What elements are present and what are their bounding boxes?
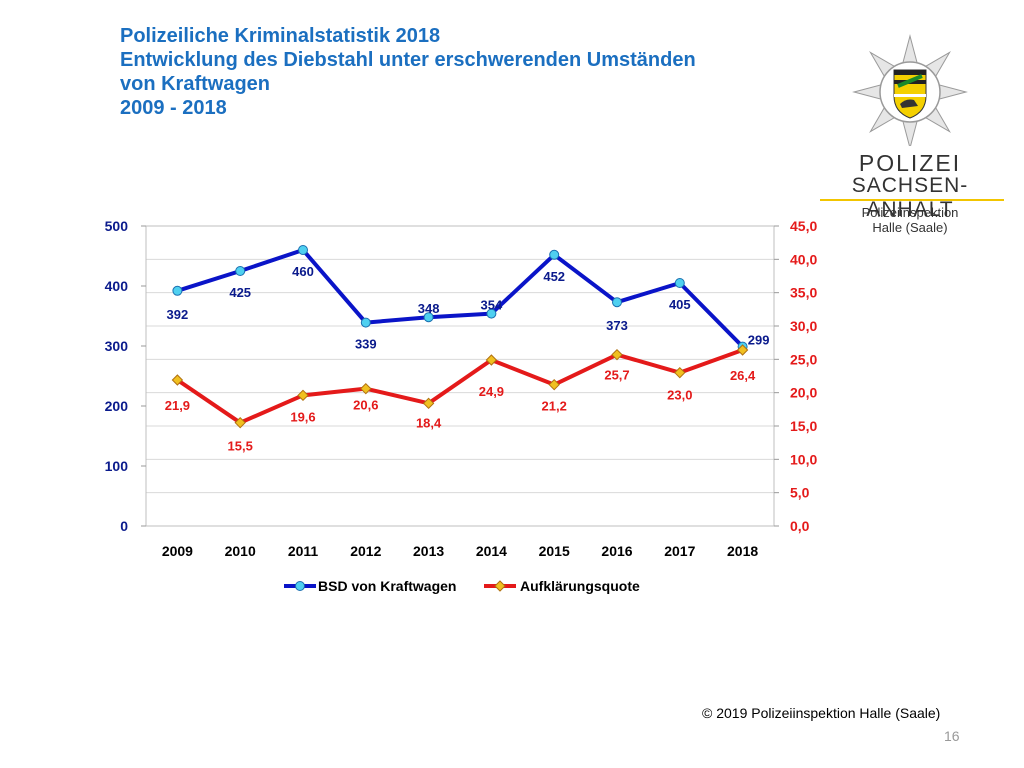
police-star-icon xyxy=(852,34,968,150)
title-line-4: 2009 - 2018 xyxy=(120,97,227,119)
data-label-quote: 25,7 xyxy=(604,368,629,383)
y-right-tick-label: 15,0 xyxy=(790,418,817,434)
y-left-tick-label: 400 xyxy=(105,278,129,294)
data-label-bsd: 354 xyxy=(481,298,503,313)
data-label-quote: 21,9 xyxy=(165,398,190,413)
logo-inspektion-line-2: Halle (Saale) xyxy=(872,220,948,235)
data-point-bsd xyxy=(549,249,560,260)
data-label-quote: 26,4 xyxy=(730,368,756,383)
copyright-note: © 2019 Polizeiinspektion Halle (Saale) xyxy=(702,705,941,721)
x-tick-label: 2013 xyxy=(413,543,444,559)
data-point-quote xyxy=(360,382,372,395)
page-number: 16 xyxy=(944,728,960,744)
logo-state-text: SACHSEN-ANHALT xyxy=(851,174,969,221)
data-point-bsd xyxy=(172,285,183,296)
data-label-bsd: 405 xyxy=(669,297,691,312)
y-left-tick-label: 100 xyxy=(105,458,129,474)
title-line-1: Polizeiliche Kriminalstatistik 2018 xyxy=(120,25,441,47)
data-label-bsd: 299 xyxy=(748,333,770,348)
y-right-tick-label: 0,0 xyxy=(790,518,810,534)
x-tick-label: 2012 xyxy=(350,543,381,559)
x-tick-label: 2010 xyxy=(225,543,256,559)
y-left-tick-label: 500 xyxy=(105,218,129,234)
y-right-tick-label: 40,0 xyxy=(790,251,817,267)
y-right-tick-label: 35,0 xyxy=(790,285,817,301)
data-label-quote: 24,9 xyxy=(479,384,504,399)
title-line-2: Entwicklung des Diebstahl unter erschwer… xyxy=(120,49,696,71)
data-point-bsd xyxy=(486,308,497,319)
data-label-quote: 21,2 xyxy=(542,399,567,414)
data-label-bsd: 339 xyxy=(355,337,377,352)
x-tick-label: 2011 xyxy=(288,543,319,559)
y-left-tick-label: 0 xyxy=(120,518,128,534)
y-left-tick-label: 200 xyxy=(105,398,129,414)
data-point-quote xyxy=(171,374,184,386)
logo-inspektion-line-1: Polizeiinspektion xyxy=(861,205,959,220)
slide-title: Polizeiliche Kriminalstatistik 2018 Entw… xyxy=(120,24,696,120)
series-line-bsd xyxy=(176,248,745,349)
x-tick-label: 2018 xyxy=(727,543,758,559)
data-point-quote xyxy=(674,366,686,379)
data-label-bsd: 425 xyxy=(229,285,251,300)
data-point-bsd xyxy=(612,297,622,308)
data-point-quote xyxy=(297,389,309,402)
data-point-bsd xyxy=(674,278,685,288)
data-point-quote xyxy=(422,397,435,410)
data-point-quote xyxy=(485,354,498,366)
data-point-bsd xyxy=(298,245,308,255)
data-label-bsd: 392 xyxy=(167,307,189,322)
data-label-quote: 20,6 xyxy=(353,398,378,413)
data-label-bsd: 373 xyxy=(606,318,628,333)
data-point-quote xyxy=(234,416,246,429)
y-right-tick-label: 25,0 xyxy=(790,351,817,367)
data-label-bsd: 348 xyxy=(418,301,440,316)
legend-marker-quote xyxy=(494,580,506,592)
y-left-tick-label: 300 xyxy=(105,338,129,354)
logo-inspektion-text: Polizeiinspektion Halle (Saale) xyxy=(812,205,1008,235)
series-line-quote xyxy=(176,348,744,425)
data-point-bsd xyxy=(423,312,434,323)
data-label-bsd: 452 xyxy=(543,269,565,284)
data-label-quote: 15,5 xyxy=(228,439,253,454)
legend-label-bsd: BSD von Kraftwagen xyxy=(318,578,456,594)
x-tick-label: 2017 xyxy=(664,543,695,559)
x-tick-label: 2015 xyxy=(539,543,570,559)
data-label-quote: 23,0 xyxy=(667,388,692,403)
legend-label-quote: Aufklärungsquote xyxy=(520,578,640,594)
x-tick-label: 2016 xyxy=(601,543,632,559)
x-tick-label: 2014 xyxy=(476,543,507,559)
data-label-quote: 18,4 xyxy=(416,415,442,430)
y-right-tick-label: 30,0 xyxy=(790,318,817,334)
logo-divider xyxy=(820,199,1004,201)
y-right-tick-label: 5,0 xyxy=(790,485,810,501)
data-point-bsd xyxy=(360,317,371,328)
y-right-tick-label: 10,0 xyxy=(790,451,817,467)
police-logo: POLIZEI SACHSEN-ANHALT Polizeiinspektion… xyxy=(812,28,1008,243)
data-point-quote xyxy=(611,348,623,361)
logo-polizei-text: POLIZEI xyxy=(858,150,962,176)
data-point-quote xyxy=(548,378,560,391)
data-point-bsd xyxy=(235,266,246,276)
data-label-quote: 19,6 xyxy=(290,409,315,424)
data-label-bsd: 460 xyxy=(292,264,314,279)
y-right-tick-label: 45,0 xyxy=(790,218,817,234)
title-line-3: von Kraftwagen xyxy=(120,73,271,95)
x-tick-label: 2009 xyxy=(162,543,193,559)
data-point-quote xyxy=(736,344,749,356)
legend-marker-bsd xyxy=(295,581,305,591)
y-right-tick-label: 20,0 xyxy=(790,385,817,401)
plot-area xyxy=(145,225,775,527)
